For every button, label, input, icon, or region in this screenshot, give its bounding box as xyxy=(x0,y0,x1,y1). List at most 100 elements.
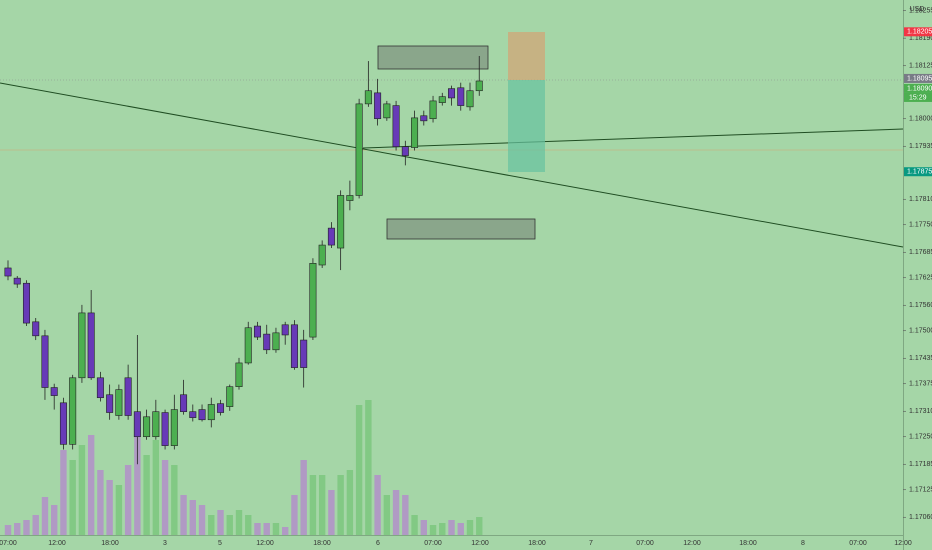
candle-body xyxy=(401,146,409,156)
volume-bar xyxy=(208,515,215,535)
candle-body xyxy=(448,88,456,99)
volume-bar xyxy=(300,460,307,535)
volume-bar xyxy=(457,523,464,535)
y-tick-label: 1.17935 xyxy=(909,143,932,150)
candle-body xyxy=(383,103,391,119)
x-tick-label: 07:00 xyxy=(636,540,654,547)
volume-bar xyxy=(171,465,178,535)
candle-body xyxy=(161,412,169,446)
candle-body xyxy=(115,389,123,416)
x-tick-label: 12:00 xyxy=(256,540,274,547)
x-tick-label: 18:00 xyxy=(739,540,757,547)
y-tick-label: 1.18125 xyxy=(909,63,932,70)
candle-body xyxy=(346,195,354,201)
y-tick-label: 1.17375 xyxy=(909,381,932,388)
trend-line xyxy=(362,128,904,149)
volume-bar xyxy=(226,515,233,535)
y-tick-label: 1.17750 xyxy=(909,222,932,229)
volume-bar xyxy=(429,525,437,535)
volume-bar xyxy=(263,523,270,535)
price-label-bg xyxy=(904,167,932,177)
y-tick-label: 1.18255 xyxy=(909,7,932,14)
volume-bar xyxy=(420,520,427,535)
candle-body xyxy=(124,377,132,416)
candle-body xyxy=(309,263,317,338)
candle-body xyxy=(235,362,243,387)
candle-body xyxy=(69,377,77,445)
volume-bar xyxy=(402,495,409,535)
y-tick-label: 1.17060 xyxy=(909,514,932,521)
candle-body xyxy=(207,404,215,421)
volume-bar xyxy=(124,465,132,535)
candle-body xyxy=(318,244,326,266)
volume-bar xyxy=(41,497,49,535)
x-tick-label: 8 xyxy=(801,540,805,547)
price-label: 1.17875 xyxy=(907,169,932,176)
x-tick-label: 7 xyxy=(589,540,593,547)
volume-bar xyxy=(106,480,113,535)
candle-body xyxy=(411,117,419,148)
x-tick-label: 12:00 xyxy=(894,540,912,547)
currency-label: USD xyxy=(910,6,925,13)
volume-bar xyxy=(476,517,483,535)
trend-line xyxy=(0,82,904,248)
volume-layer xyxy=(4,400,483,535)
candle-body xyxy=(13,277,21,285)
volume-bar xyxy=(161,460,169,535)
y-tick-label: 1.18000 xyxy=(909,116,932,123)
y-tick-label: 1.17625 xyxy=(909,275,932,282)
candle-body xyxy=(420,115,428,122)
volume-bar xyxy=(328,490,335,535)
volume-bar xyxy=(245,515,252,535)
volume-bar xyxy=(318,475,326,535)
candle-body xyxy=(180,394,188,413)
candle-body xyxy=(217,403,225,413)
candle-body xyxy=(41,335,49,388)
y-tick-label: 1.17435 xyxy=(909,355,932,362)
candle-body xyxy=(466,90,474,108)
volume-bar xyxy=(392,490,400,535)
candle-body xyxy=(198,409,206,421)
volume-bar xyxy=(466,520,474,535)
x-tick-label: 07:00 xyxy=(424,540,442,547)
y-tick-label: 1.17185 xyxy=(909,461,932,468)
candle-body xyxy=(152,411,160,438)
x-tick-label: 12:00 xyxy=(48,540,66,547)
y-tick-label: 1.17500 xyxy=(909,328,932,335)
volume-bar xyxy=(69,460,76,535)
candle-body xyxy=(392,105,400,148)
volume-bar xyxy=(23,520,30,535)
volume-bar xyxy=(189,500,196,535)
volume-bar xyxy=(365,400,372,535)
stop-zone xyxy=(508,32,545,80)
candle-body xyxy=(78,312,86,379)
candle-body xyxy=(429,100,437,120)
volume-bar xyxy=(282,527,289,535)
volume-bar xyxy=(337,475,344,535)
x-tick-label: 07:00 xyxy=(0,540,17,547)
price-label: 1.18205 xyxy=(907,29,932,36)
candle-body xyxy=(337,195,345,249)
candle-body xyxy=(327,227,335,246)
x-tick-label: 6 xyxy=(376,540,380,547)
candle-body xyxy=(50,387,58,396)
y-tick-label: 1.17810 xyxy=(909,196,932,203)
price-label-bg xyxy=(904,83,932,93)
volume-bar xyxy=(254,523,261,535)
candle-body xyxy=(281,324,289,336)
volume-bar xyxy=(383,495,391,535)
candle-body xyxy=(364,90,372,105)
volume-bar xyxy=(180,495,187,535)
candle-body xyxy=(59,402,67,445)
candle-body xyxy=(290,324,298,368)
x-tick-label: 12:00 xyxy=(471,540,489,547)
volume-bar xyxy=(272,523,280,535)
candle-body xyxy=(189,411,197,418)
candles-layer xyxy=(4,55,483,465)
x-tick-label: 07:00 xyxy=(849,540,867,547)
x-tick-label: 18:00 xyxy=(528,540,546,547)
volume-bar xyxy=(346,470,354,535)
volume-bar xyxy=(51,505,58,535)
volume-bar xyxy=(355,405,363,535)
volume-bar xyxy=(411,515,418,535)
